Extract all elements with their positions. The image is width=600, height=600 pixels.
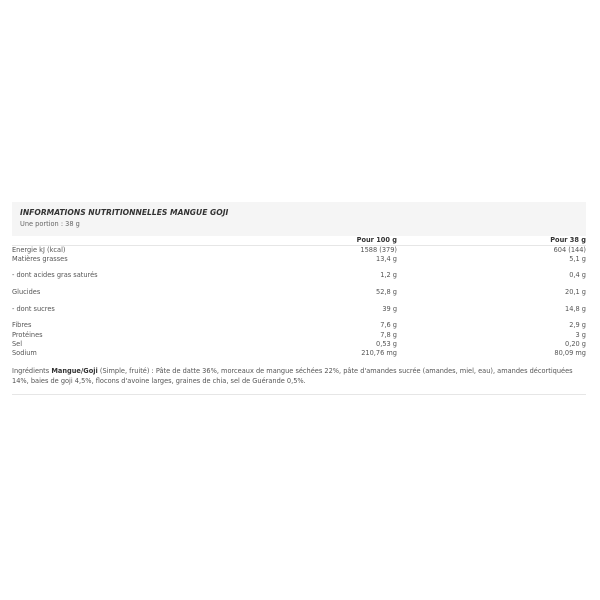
portion-size: Une portion : 38 g	[20, 220, 80, 228]
nutrition-row: Protéines 7,8 g 3 g	[12, 330, 586, 340]
value-per-portion: 80,09 mg	[554, 349, 586, 357]
value-per-100g: 13,4 g	[376, 255, 397, 263]
value-per-portion: 2,9 g	[569, 321, 586, 329]
nutrient-label: Protéines	[12, 331, 43, 339]
ingredients-text: (Simple, fruité) : Pâte de datte 36%, mo…	[12, 367, 573, 385]
col-per-portion: Pour 38 g	[550, 236, 586, 244]
nutrient-label: Fibres	[12, 321, 32, 329]
value-per-100g: 39 g	[382, 305, 397, 313]
nutrition-row: - dont sucres 39 g 14,8 g	[12, 304, 586, 314]
divider	[12, 394, 586, 395]
nutrient-label: Matières grasses	[12, 255, 68, 263]
nutrition-title: INFORMATIONS NUTRITIONNELLES MANGUE GOJI	[20, 208, 229, 217]
value-per-100g: 0,53 g	[376, 340, 397, 348]
nutrition-row: Glucides 52,8 g 20,1 g	[12, 287, 586, 297]
value-per-portion: 0,4 g	[569, 271, 586, 279]
nutrient-label: - dont sucres	[12, 305, 55, 313]
value-per-100g: 52,8 g	[376, 288, 397, 296]
divider	[12, 245, 586, 246]
nutrient-label: Energie kJ (kcal)	[12, 246, 66, 254]
nutrition-row: - dont acides gras saturés 1,2 g 0,4 g	[12, 270, 586, 280]
ingredients-product: Mangue/Goji	[51, 367, 98, 375]
nutrition-row: Sodium 210,76 mg 80,09 mg	[12, 348, 586, 358]
value-per-100g: 1588 (379)	[360, 246, 397, 254]
value-per-portion: 0,20 g	[565, 340, 586, 348]
value-per-portion: 20,1 g	[565, 288, 586, 296]
value-per-100g: 7,8 g	[380, 331, 397, 339]
ingredients: Ingrédients Mangue/Goji (Simple, fruité)…	[12, 367, 586, 386]
nutrition-header: INFORMATIONS NUTRITIONNELLES MANGUE GOJI…	[12, 202, 586, 236]
value-per-100g: 7,6 g	[380, 321, 397, 329]
value-per-100g: 1,2 g	[380, 271, 397, 279]
col-per-100g: Pour 100 g	[356, 236, 397, 244]
nutrient-label: Sel	[12, 340, 23, 348]
value-per-100g: 210,76 mg	[361, 349, 397, 357]
value-per-portion: 604 (144)	[553, 246, 586, 254]
nutrient-label: - dont acides gras saturés	[12, 271, 98, 279]
column-headers: Pour 100 g Pour 38 g	[12, 235, 586, 245]
nutrition-row: Matières grasses 13,4 g 5,1 g	[12, 254, 586, 264]
nutrition-row: Fibres 7,6 g 2,9 g	[12, 320, 586, 330]
value-per-portion: 3 g	[575, 331, 586, 339]
nutrient-label: Glucides	[12, 288, 41, 296]
nutrition-row: Sel 0,53 g 0,20 g	[12, 339, 586, 349]
nutrition-row: Energie kJ (kcal) 1588 (379) 604 (144)	[12, 245, 586, 255]
value-per-portion: 14,8 g	[565, 305, 586, 313]
ingredients-label: Ingrédients	[12, 367, 52, 375]
nutrient-label: Sodium	[12, 349, 37, 357]
value-per-portion: 5,1 g	[569, 255, 586, 263]
